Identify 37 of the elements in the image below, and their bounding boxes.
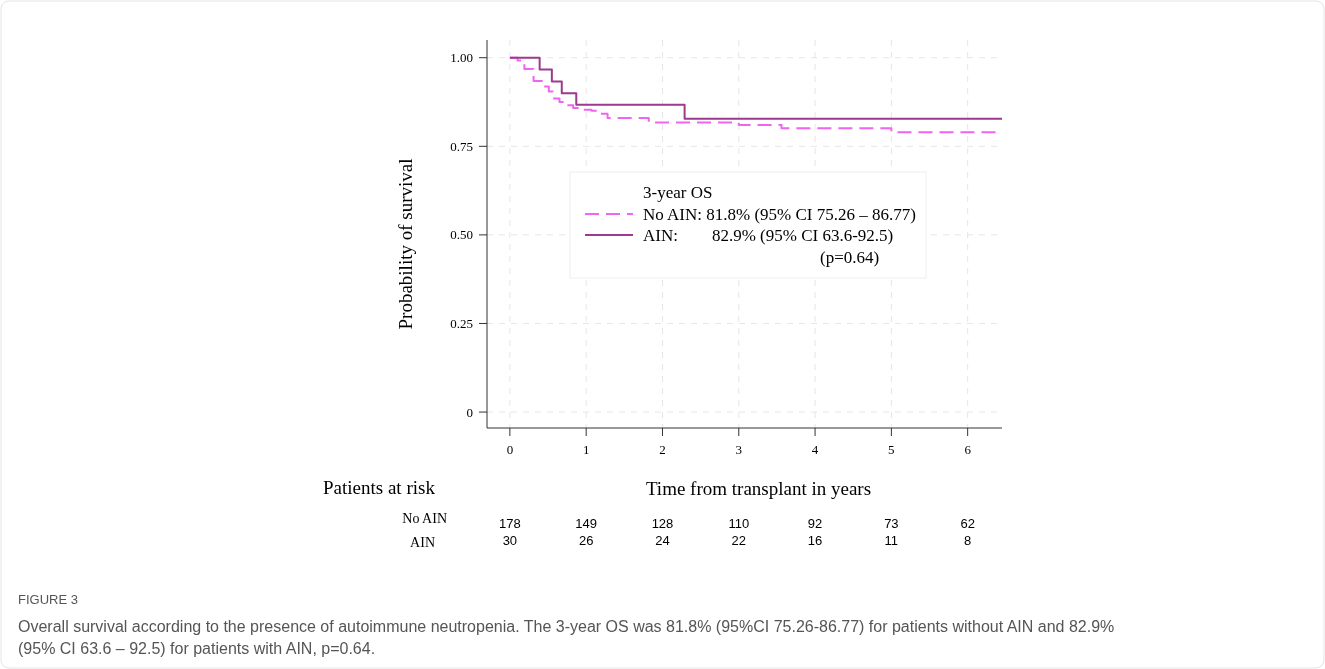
legend-label: AIN: 82.9% (95% CI 63.6-92.5) bbox=[643, 226, 894, 245]
y-tick-label: 0 bbox=[466, 404, 473, 420]
x-tick-label: 2 bbox=[659, 442, 666, 457]
annotation: (p=0.64) bbox=[820, 248, 880, 267]
y-tick-label: 1.00 bbox=[450, 50, 473, 66]
y-tick-label: 0.75 bbox=[450, 138, 473, 154]
x-axis-title: Time from transplant in years bbox=[645, 478, 872, 499]
text: 22 bbox=[731, 533, 747, 548]
text: 26 bbox=[578, 533, 594, 548]
x-tick-label: 1 bbox=[582, 442, 590, 457]
y-axis-title: Probability of survival bbox=[395, 158, 416, 330]
text: 73 bbox=[884, 516, 899, 531]
text: 62 bbox=[960, 516, 975, 531]
text: 110 bbox=[728, 516, 750, 531]
x-tick-label: 0 bbox=[506, 442, 514, 457]
text: 92 bbox=[807, 516, 823, 531]
x-tick-label: 5 bbox=[888, 442, 895, 457]
y-tick-label: 0.25 bbox=[450, 316, 473, 332]
text: No AIN bbox=[402, 511, 447, 526]
legend-title: 3-year OS bbox=[643, 183, 713, 202]
x-tick-label: 3 bbox=[735, 442, 743, 457]
text: 16 bbox=[807, 533, 823, 548]
legend-label: No AIN: 81.8% (95% CI 75.26 – 86.77) bbox=[643, 205, 916, 224]
text: 30 bbox=[502, 533, 518, 548]
text: AIN bbox=[410, 535, 435, 550]
text: 11 bbox=[884, 533, 899, 548]
text: Overall survival according to the presence of autoimmune neutropenia. The 3-year OS was 81.8% (95%CI 75.26-86.77) for patients without AIN and 82.9% (95% CI 63.6 – 92.5) for patients with AIN, p=0.64. bbox=[18, 618, 1115, 657]
text: 128 bbox=[651, 516, 674, 531]
y-tick-label: 0.50 bbox=[450, 227, 473, 243]
text: 149 bbox=[575, 516, 598, 531]
text: 8 bbox=[964, 533, 972, 548]
caption: FIGURE 3 bbox=[18, 592, 78, 607]
text: 24 bbox=[655, 533, 670, 548]
x-tick-label: 4 bbox=[811, 442, 819, 457]
text: 178 bbox=[499, 516, 521, 531]
text: Patients at risk bbox=[323, 477, 436, 498]
x-tick-label: 6 bbox=[964, 442, 972, 457]
